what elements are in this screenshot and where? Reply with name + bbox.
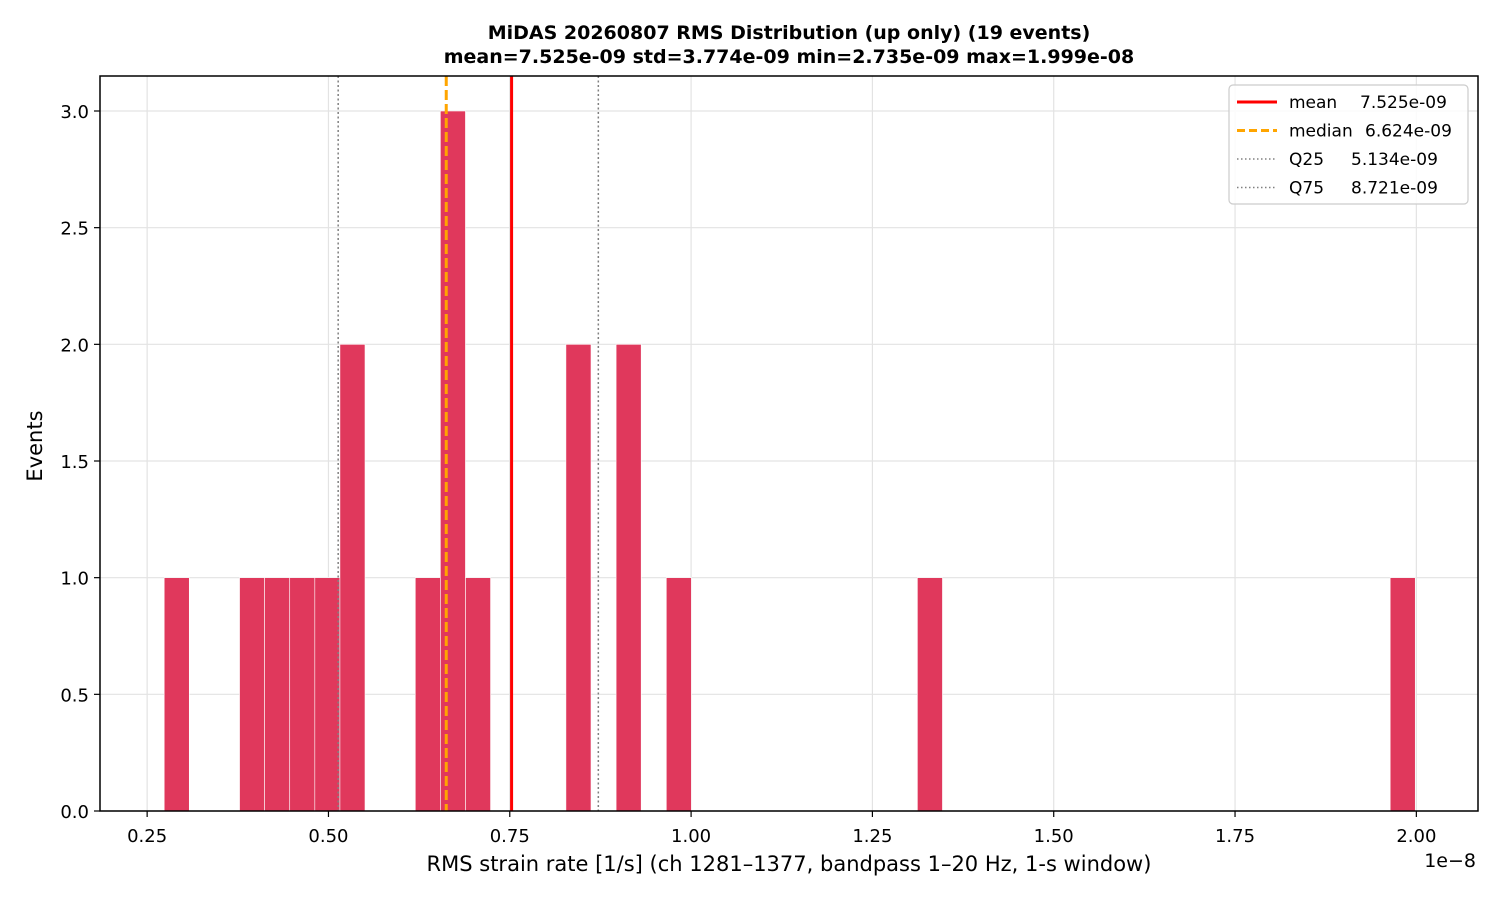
histogram-bar (565, 344, 592, 812)
histogram-bar (465, 577, 491, 812)
histogram-bar (665, 577, 692, 812)
histogram-bar (264, 577, 291, 812)
chart-subtitle: mean=7.525e-09 std=3.774e-09 min=2.735e-… (444, 46, 1135, 68)
legend-value-mean: 7.525e-09 (1360, 93, 1447, 113)
legend-box (1228, 84, 1469, 205)
histogram-bars (163, 110, 1416, 812)
x-tick-label: 0.75 (490, 826, 530, 847)
chart-legend: mean 7.525e-09 median 6.624e-09 Q25 5.134e-09… (1228, 84, 1469, 205)
legend-label-q25: Q25 (1289, 150, 1324, 170)
legend-value-q75: 8.721e-09 (1351, 179, 1438, 199)
histogram-bar (314, 577, 341, 812)
chart-title: MiDAS 20260807 RMS Distribution (up only… (488, 22, 1091, 44)
x-axis-offset-label: 1e−8 (1424, 850, 1476, 872)
x-tick-label: 1.75 (1215, 826, 1255, 847)
x-tick-label: 1.25 (852, 826, 892, 847)
x-axis-label: RMS strain rate [1/s] (ch 1281–1377, ban… (427, 852, 1152, 876)
y-tick-label: 3.0 (60, 102, 89, 123)
x-tick-label: 1.00 (671, 826, 711, 847)
histogram-bar (289, 577, 316, 812)
histogram-bar (917, 577, 943, 812)
y-tick-label: 1.5 (60, 452, 89, 473)
histogram-bar (440, 110, 466, 812)
histogram-bar (1389, 577, 1416, 812)
y-axis-label: Events (23, 410, 47, 481)
legend-label-mean: mean (1289, 93, 1337, 113)
x-tick-label: 1.50 (1034, 826, 1074, 847)
histogram-bar (163, 577, 190, 812)
legend-value-median: 6.624e-09 (1365, 122, 1452, 142)
x-tick-label: 0.25 (127, 826, 167, 847)
x-tick-label: 2.00 (1396, 826, 1436, 847)
histogram-bar (615, 344, 642, 812)
y-tick-label: 0.0 (60, 802, 89, 823)
histogram-bar (339, 344, 366, 812)
y-tick-label: 2.5 (60, 219, 89, 240)
legend-label-q75: Q75 (1289, 179, 1324, 199)
plot-area-frame (99, 75, 1479, 812)
x-axis-ticks: 0.25 0.50 0.75 1.00 1.25 1.50 1.75 2.00 (127, 811, 1436, 847)
x-tick-label: 0.50 (308, 826, 348, 847)
y-axis-ticks: 0.0 0.5 1.0 1.5 2.0 2.5 3.0 (60, 102, 100, 823)
legend-value-q25: 5.134e-09 (1351, 150, 1438, 170)
histogram-bar (414, 577, 441, 812)
y-tick-label: 0.5 (60, 685, 89, 706)
y-tick-label: 2.0 (60, 335, 89, 356)
reference-lines (337, 76, 600, 811)
histogram-bar (239, 577, 265, 812)
y-tick-label: 1.0 (60, 569, 89, 590)
legend-label-median: median (1289, 122, 1353, 142)
